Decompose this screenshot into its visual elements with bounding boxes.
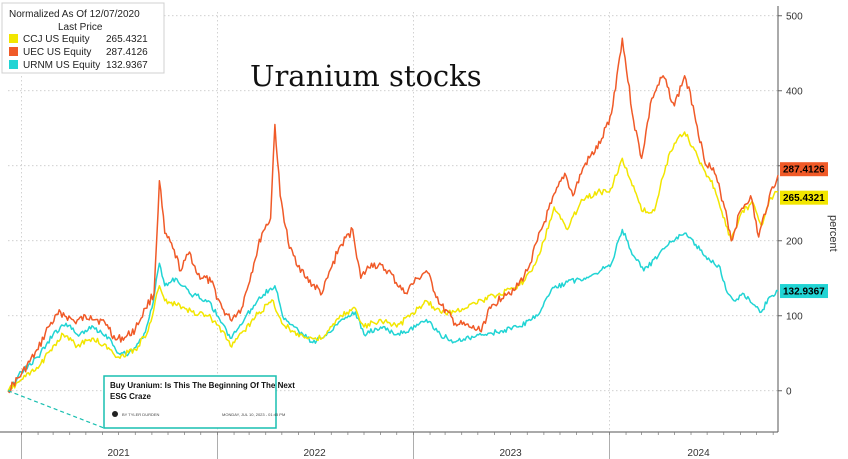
legend-header: Normalized As Of 12/07/2020 [9,9,140,20]
y-tick-label-100: 100 [786,311,803,322]
price-tag-ccj [780,190,828,205]
legend-box [1,2,165,74]
y-tick-label-500: 500 [786,11,803,22]
inset-title-line-2: ESG Craze [110,392,151,401]
price-tag-label-uec: 287.4126 [783,165,825,176]
legend-value-uec: 287.4126 [106,47,148,58]
legend-name-uec: UEC US Equity [23,47,91,58]
x-axis: 2021 2022 2023 2024 [0,431,778,459]
legend: Normalized As Of 12/07/2020 Last Price C… [1,2,165,74]
price-tag-uec [780,162,828,177]
legend-value-ccj: 265.4321 [106,34,148,45]
y-axis: 0100200300400500 [777,6,803,432]
y-tick-label-200: 200 [786,236,803,247]
x-tick-label-2024: 2024 [687,448,710,459]
legend-value-urnm: 132.9367 [106,60,148,71]
last-price-tags: 287.4126 265.4321 132.9367 [780,162,828,299]
x-tick-label-2023: 2023 [499,448,522,459]
inset-title-line-1: Buy Uranium: Is This The Beginning Of Th… [110,381,295,390]
chart-title: Uranium stocks [250,59,482,93]
inset-byline: BY TYLER DURDEN [122,412,160,417]
inset-card [103,375,277,429]
price-tag-urnm [780,284,828,299]
legend-name-urnm: URNM US Equity [23,60,100,71]
y-tick-label-0: 0 [786,386,792,397]
inset-date: MONDAY, JUL 10, 2023 - 01:45 PM [222,412,285,417]
article-inset: Buy Uranium: Is This The Beginning Of Th… [7,375,295,429]
legend-swatch-urnm [9,60,18,69]
x-tick-label-2022: 2022 [303,448,326,459]
legend-subheader: Last Price [58,22,103,33]
price-tag-label-ccj: 265.4321 [783,193,825,204]
legend-swatch-uec [9,47,18,56]
series-line-urnm [7,228,779,392]
inset-connector [7,390,105,429]
author-avatar-icon [112,411,118,417]
x-tick-label-2021: 2021 [107,448,130,459]
series-line-uec [7,37,779,394]
y-axis-label: percent [827,215,839,252]
legend-name-ccj: CCJ US Equity [23,34,90,45]
price-tag-label-urnm: 132.9367 [783,287,825,298]
legend-items: CCJ US Equity 265.4321 UEC US Equity 287.41… [9,34,148,71]
legend-swatch-ccj [9,34,18,43]
series-layer [7,37,779,394]
series-line-ccj [7,131,779,392]
y-tick-label-400: 400 [786,86,803,97]
